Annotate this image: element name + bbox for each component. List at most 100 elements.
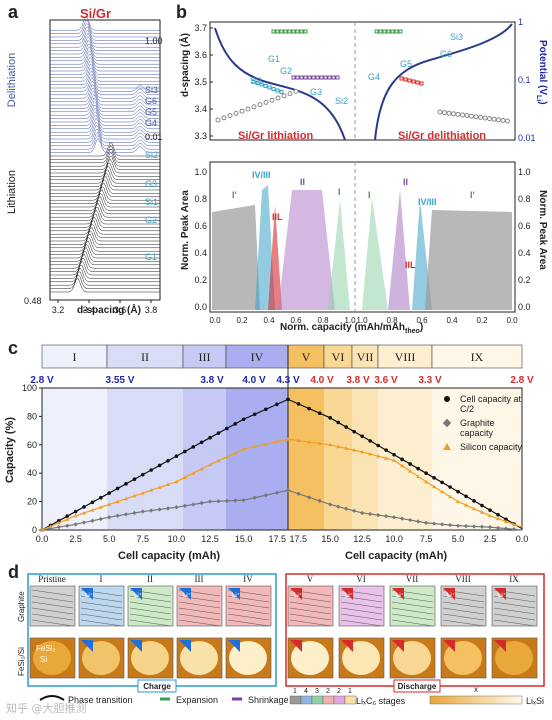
legend-cell-marker [444,396,450,402]
lithiation-title: Si/Gr lithiation [238,130,314,142]
cell-capacity-point [400,457,404,462]
lic-stage-number: 4 [304,688,308,695]
d-spacing-marker [293,88,299,94]
silicon-capacity-point [132,493,137,498]
diffraction-trace [50,264,160,279]
panel-b-ytick-label: 3.5 [194,77,207,87]
silicon-capacity-point [216,458,221,463]
panel-d-stage-label: III [195,574,204,584]
diffraction-trace [50,260,160,276]
cell-capacity-point [241,417,246,422]
panel-b-phase-label: G4 [368,72,380,82]
panel-b-xlabel: Norm. capacity (mAh/mAhtheo) [280,322,424,335]
graphite-capacity-point [191,502,196,507]
d-spacing-marker [259,82,264,87]
silicon-capacity-point [140,491,145,495]
diffraction-trace [50,202,160,218]
diffraction-trace [50,182,160,198]
li-ion-badge [494,588,506,600]
graphite-layer [129,601,172,609]
d-spacing-marker [281,93,287,99]
graphite-layer [227,607,270,615]
panel-b-phase-label: G1 [268,54,280,64]
diffraction-trace [50,138,160,153]
d-spacing-marker [279,29,284,34]
d-spacing-marker [419,81,424,86]
legend-graphite-marker [442,418,452,428]
d-spacing-marker [407,78,412,83]
panel-d-stage-label: VIII [455,574,471,584]
panel-a-peak-label: G3 [145,179,157,189]
graphite-layer [178,601,221,609]
silicon-capacity-point [296,438,301,443]
panel-b-potential-tick: 1 [518,17,523,27]
panel-d-stage-label: VI [356,574,366,584]
silicon-capacity-point [107,502,112,506]
diffraction-trace [50,125,160,140]
panel-b-bottom-ytick-right: 0.0 [518,302,531,312]
panel-b-letter: b [176,2,187,22]
stage-label: II [141,350,149,364]
li-ion-badge [341,588,353,600]
d-spacing-marker [257,102,263,108]
diffraction-trace [50,131,160,147]
d-spacing-marker [500,117,506,123]
d-spacing-marker [275,88,280,93]
silicon-capacity-point [416,474,421,478]
voltage-charge-label: 4.3 V [276,375,300,386]
d-spacing-marker [299,75,304,80]
panel-b-bottom: 1.0 1.00.8 0.80.6 0.60.4 0.40.2 0.20.0 0.0I'IV… [194,161,531,325]
graphite-capacity-point [471,524,477,529]
area-IIL-lith [268,205,282,310]
lic-stage-swatch [300,695,313,705]
d-spacing-marker [403,77,408,82]
panel-c-xtick-charge: 12.5 [201,534,219,544]
graphite-capacity-point [149,508,154,513]
d-spacing-marker [311,75,316,80]
d-spacing-marker [287,91,293,97]
diffraction-trace [50,158,160,174]
li-ion-badge [179,640,191,652]
graphite-capacity-point [182,503,187,508]
graphite-layer [31,589,74,597]
graphite-capacity-point [285,488,291,493]
silicon-capacity-point [352,448,357,452]
cell-capacity-point [252,412,257,417]
diffraction-trace [50,36,160,51]
graphite-layer [178,607,221,615]
silicon-capacity-point [233,450,238,455]
graphite-layer [340,613,383,621]
graphite-capacity-point [263,493,268,498]
panel-b-bottom-ytick-left: 0.0 [194,302,207,312]
cell-capacity-point [472,499,476,503]
d-spacing-marker [455,111,461,117]
row-label-graphite: Graphite [17,591,26,622]
panel-b-phase-tag: IV/III [418,197,437,207]
diffraction-trace [50,80,160,96]
silicon-capacity-point [124,496,129,501]
panel-b-bottom-ytick-right: 0.4 [518,248,531,258]
panel-c-xtick-discharge: 0.0 [516,534,529,544]
graphite-layer [31,613,74,621]
cell-capacity-point [424,471,428,476]
graphite-capacity-point [207,499,213,504]
graphite-layer [493,595,536,603]
d-spacing-marker [245,106,251,112]
d-spacing-marker [263,84,268,88]
area-I-lith [328,200,350,310]
panel-b-bottom-ytick-left: 0.4 [194,248,207,258]
diffraction-trace [50,271,160,286]
d-spacing-marker [487,116,492,122]
graphite-capacity-point [344,506,349,511]
graphite-layer [80,619,123,627]
stage-band [288,388,324,530]
panel-b-phase-label: Si1 [250,76,263,86]
area-I-prime-delith [425,210,512,310]
panel-b-ytick-label: 3.7 [194,23,207,33]
graphite-capacity-point [157,507,162,512]
panel-b-phase-tag: I [338,187,341,197]
silicon-capacity-point [115,499,120,504]
graphite-capacity-point [252,495,257,500]
lic-stage-swatch [333,695,346,705]
